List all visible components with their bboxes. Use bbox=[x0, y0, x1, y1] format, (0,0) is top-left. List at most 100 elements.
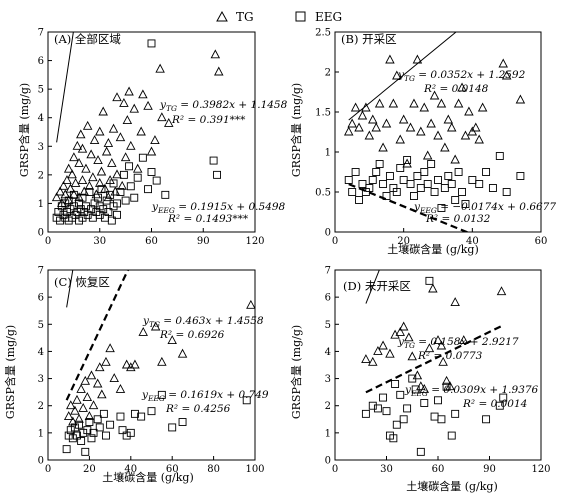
panel-d-tg-point bbox=[368, 356, 378, 366]
panel-c-eeg-point bbox=[75, 420, 84, 429]
panel-c-eeg-point bbox=[93, 415, 102, 424]
panel-b-eeg-point bbox=[447, 180, 456, 188]
panel-c-ytick-label: 3 bbox=[38, 374, 44, 385]
panel-c-eeg-point bbox=[102, 431, 110, 440]
panel-c-eeg-point bbox=[126, 428, 135, 437]
panel-a-tg-point bbox=[126, 140, 136, 150]
panel-a-tg-point bbox=[129, 103, 139, 113]
panel-b-eeg-point bbox=[413, 172, 422, 180]
panel-c-eeg-point bbox=[130, 409, 139, 418]
panel-d-plot-area bbox=[361, 270, 508, 456]
panel-c-tg-point bbox=[74, 413, 84, 423]
panel-a-tg-point bbox=[214, 66, 224, 76]
panel-d-ytick-label: 5 bbox=[325, 320, 331, 331]
panel-b-ytick-label: 0 bbox=[325, 228, 331, 239]
panel-b-eeg-point bbox=[348, 188, 357, 196]
panel-a-tg-point bbox=[55, 186, 65, 196]
panel-c-eeg-point bbox=[116, 412, 125, 421]
panel-b-tg-point bbox=[343, 126, 354, 136]
panel-b-tg-point bbox=[398, 114, 409, 124]
panel-d-eeg-point bbox=[399, 415, 408, 424]
panel-b-eeg-point bbox=[382, 192, 391, 200]
panel-b-ylabel: GRSP含量 (mg/g) bbox=[289, 83, 303, 177]
panel-a-eeg-point bbox=[104, 208, 113, 216]
panel-b-eeg-point bbox=[451, 196, 460, 204]
panel-b-tg-point bbox=[354, 122, 364, 132]
panel-a-tg-point bbox=[81, 163, 91, 173]
panel-b-eeg-point bbox=[379, 180, 388, 188]
panel-a-tg-point bbox=[82, 120, 93, 130]
panel-c-eeg-point bbox=[157, 390, 166, 399]
panel-d-eeg-point bbox=[420, 399, 429, 407]
panel-d-eeg-point bbox=[430, 412, 439, 421]
panel-b-eeg-point bbox=[375, 160, 384, 168]
panel-c-eeg-point bbox=[77, 437, 86, 445]
panel-b-tg-point bbox=[405, 122, 416, 132]
panel-a-tg-point bbox=[132, 163, 143, 173]
panel-b-eeg-point bbox=[403, 156, 412, 164]
panel-b-title: (B) 开采区 bbox=[341, 32, 397, 46]
panel-b-tg-point bbox=[446, 122, 457, 132]
panel-c-eeg-point bbox=[83, 426, 92, 435]
panel-a-tg-point bbox=[112, 92, 122, 102]
panel-d-ylabel: GRSP含量 (mg/g) bbox=[289, 325, 303, 419]
panel-a-eeg-point bbox=[133, 173, 142, 182]
panel-c-frame bbox=[47, 269, 256, 461]
panel-a-tg-point bbox=[88, 172, 98, 182]
panel-c-fit-eeg-r2: R² = 0.4256 bbox=[165, 403, 231, 415]
panel-d-ytick-label: 2 bbox=[325, 401, 331, 412]
panel-c-ytick-label: 7 bbox=[38, 266, 44, 277]
panel-d-eeg-point bbox=[389, 434, 398, 443]
panel-c-eeg-point bbox=[81, 447, 90, 456]
panel-c-fit-tg-equation: yTG = 0.463x + 1.4558 bbox=[142, 315, 264, 329]
panel-b-eeg-point bbox=[454, 168, 463, 176]
panel-d-frame bbox=[334, 269, 542, 461]
panel-b-eeg-point bbox=[437, 204, 446, 212]
panel-a-eeg-point bbox=[97, 185, 106, 194]
panel-a-eeg-point bbox=[125, 162, 134, 171]
panel-b-tg-point bbox=[347, 118, 357, 128]
panel-c-fit-line-tg bbox=[66, 270, 74, 308]
panel-b-fit-tg-equation: yTG = 0.0352x + 1.2592 bbox=[397, 69, 526, 83]
panel-b-tg-point bbox=[381, 118, 392, 128]
panel-b-tg-point bbox=[388, 98, 399, 108]
panel-a-eeg-point bbox=[85, 188, 94, 196]
panel-a-tg-point bbox=[95, 177, 105, 187]
panel-a-eeg-point bbox=[81, 202, 90, 211]
panel-b-tg-point bbox=[457, 82, 467, 92]
panel-b-eeg-point bbox=[502, 188, 511, 196]
panel-b-xlabel: 土壤碳含量 (g/kg) bbox=[387, 242, 479, 256]
panel-b-tg-point bbox=[419, 102, 430, 112]
panel-c-ytick-label: 6 bbox=[38, 293, 44, 304]
panel-a-eeg-point bbox=[119, 170, 128, 179]
panel-a-eeg-point bbox=[213, 170, 222, 179]
legend-label-tg: TG bbox=[236, 10, 254, 24]
panel-c-tg-point bbox=[130, 359, 140, 369]
panel-b-xtick-label: 20 bbox=[397, 236, 410, 247]
panel-d-eeg-point bbox=[499, 393, 508, 402]
panel-b-tg-point bbox=[433, 130, 443, 140]
panel-c-eeg-point bbox=[168, 423, 177, 432]
panel-b-tg-point bbox=[501, 70, 512, 80]
panel-b-tg-point bbox=[436, 98, 447, 108]
panel-a-ytick-label: 2 bbox=[38, 170, 44, 181]
panel-d-eeg-point bbox=[434, 396, 442, 405]
panel-c-ytick-label: 2 bbox=[38, 401, 44, 412]
panel-b-xtick-label: 40 bbox=[466, 236, 479, 247]
panel-a-eeg-point bbox=[152, 176, 161, 185]
panel-a-tg-point bbox=[119, 97, 129, 107]
panel-c-eeg-point bbox=[64, 431, 73, 440]
panel-a-eeg-point bbox=[130, 193, 139, 202]
panel-d-fit-eeg-equation: yEEG = 0.0309x + 1.9376 bbox=[404, 384, 539, 398]
panel-d-ytick-label: 0 bbox=[325, 456, 331, 467]
panel-a-eeg-point bbox=[94, 193, 102, 202]
panel-c-eeg-point bbox=[147, 407, 156, 416]
panel-c-eeg-point bbox=[106, 420, 115, 429]
panel-b-tg-point bbox=[378, 142, 388, 152]
panel-c-xtick-label: 100 bbox=[245, 464, 264, 475]
panel-d-ytick-label: 3 bbox=[325, 374, 331, 385]
panel-b-tg-point bbox=[453, 98, 464, 108]
panel-a-ylabel: GRSP含量 (mg/g) bbox=[17, 83, 31, 177]
legend-marker-eeg bbox=[295, 11, 306, 22]
